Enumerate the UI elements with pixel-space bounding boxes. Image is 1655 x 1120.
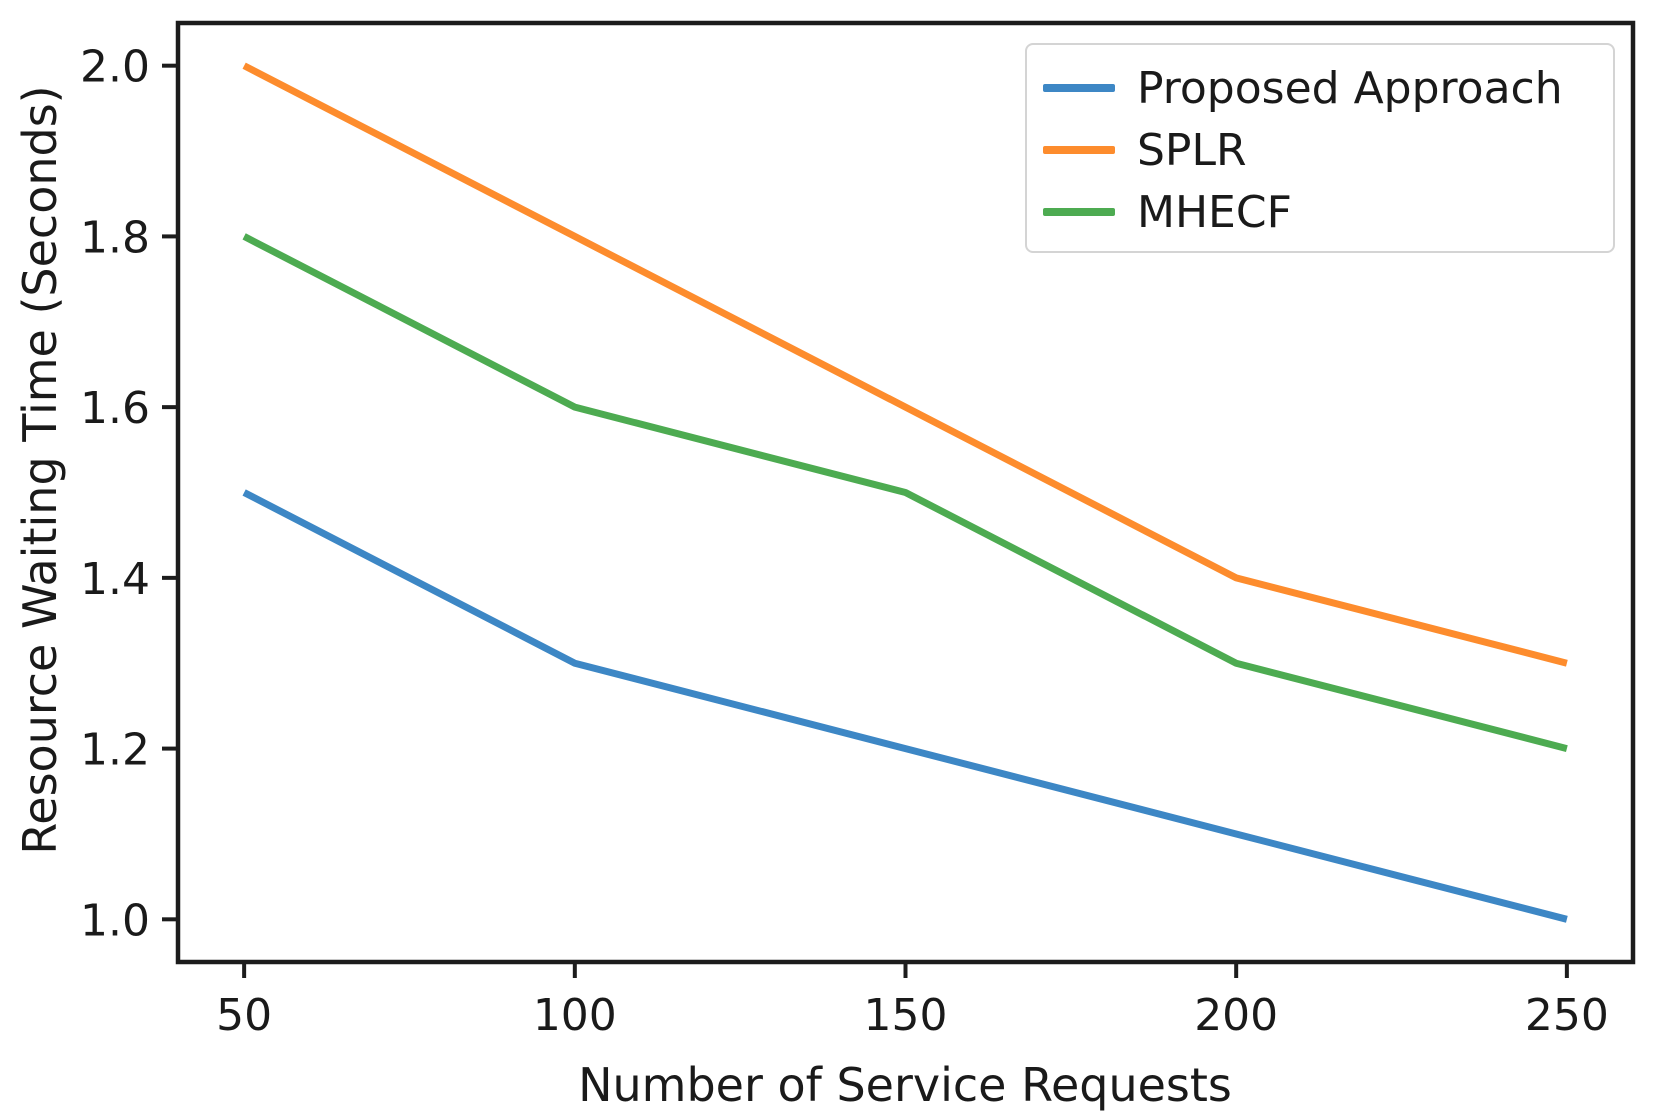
y-tick-label: 1.4 (80, 554, 150, 605)
x-tick-label: 50 (216, 990, 272, 1041)
legend-item-proposed-approach: Proposed Approach (1043, 57, 1613, 119)
x-axis-title: Number of Service Requests (578, 1058, 1232, 1112)
x-tick-label: 200 (1194, 990, 1278, 1041)
y-axis-title: Resource Waiting Time (Seconds) (13, 85, 67, 855)
y-tick-label: 1.8 (80, 212, 150, 263)
x-tick-label: 150 (864, 990, 948, 1041)
x-tick-label: 250 (1525, 990, 1609, 1041)
y-tick-label: 1.6 (80, 383, 150, 434)
legend-item-splr: SPLR (1043, 119, 1613, 181)
series-line-mhecf (242, 233, 1568, 752)
legend-label: MHECF (1137, 186, 1292, 238)
y-tick-label: 2.0 (80, 42, 150, 93)
legend-label: SPLR (1137, 124, 1247, 176)
plot-spines (175, 20, 1636, 965)
legend-rows: Proposed Approach SPLR MHECF (1043, 57, 1613, 243)
legend-swatch-icon (1043, 146, 1115, 154)
legend: Proposed Approach SPLR MHECF (1025, 43, 1615, 253)
y-tick-label: 1.0 (80, 895, 150, 946)
y-tick-label: 1.2 (80, 725, 150, 776)
legend-swatch-icon (1043, 208, 1115, 216)
series-line-proposed-approach (242, 489, 1568, 923)
series-line-splr (242, 62, 1568, 667)
legend-swatch-icon (1043, 84, 1115, 92)
legend-label: Proposed Approach (1137, 62, 1563, 114)
x-tick-label: 100 (533, 990, 617, 1041)
legend-item-mhecf: MHECF (1043, 181, 1613, 243)
